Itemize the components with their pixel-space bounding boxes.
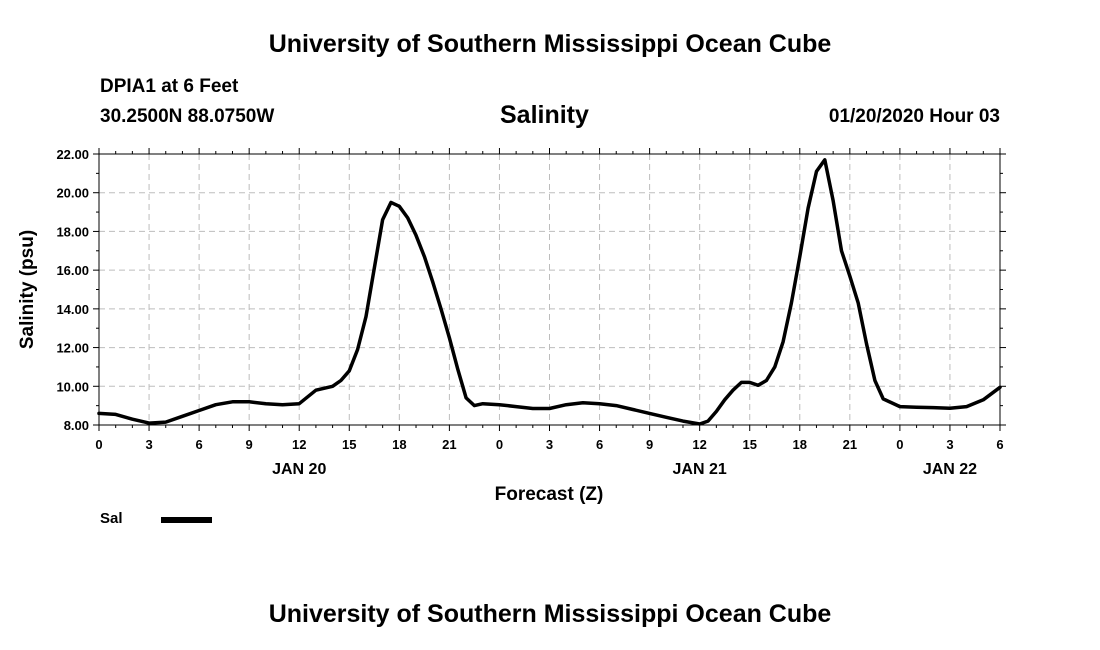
axes: 8.00 10.00 12.00 14.00 16.00 18.00 20.00 22.00 0… bbox=[17, 147, 1006, 505]
forecast-datetime: 01/20/2020 Hour 03 bbox=[828, 106, 1000, 127]
footer-title: University of Southern Mississippi Ocean… bbox=[268, 600, 832, 628]
x-tick-label: 6 bbox=[996, 437, 1003, 452]
series-line-sal bbox=[97, 158, 1002, 426]
x-tick-label: 15 bbox=[742, 437, 756, 452]
legend-line-swatch bbox=[161, 517, 212, 523]
x-tick-label: 18 bbox=[392, 437, 406, 452]
x-tick-label: 12 bbox=[292, 437, 306, 452]
x-tick-label: 21 bbox=[843, 437, 857, 452]
x-tick-label: 6 bbox=[596, 437, 603, 452]
y-tick-label: 16.00 bbox=[56, 263, 89, 278]
x-tick-label: 6 bbox=[195, 437, 202, 452]
x-tick-label: 18 bbox=[793, 437, 807, 452]
y-tick-label: 10.00 bbox=[56, 379, 89, 394]
chart-title: Salinity bbox=[500, 101, 589, 129]
chart-super-title: University of Southern Mississippi Ocean… bbox=[268, 30, 832, 58]
x-axis-title: Forecast (Z) bbox=[495, 484, 604, 505]
y-tick-label: 12.00 bbox=[56, 341, 89, 356]
grid-lines bbox=[99, 154, 1000, 425]
y-axis-title: Salinity (psu) bbox=[17, 230, 38, 349]
x-tick-label: 15 bbox=[342, 437, 356, 452]
x-day-label: JAN 20 bbox=[272, 461, 326, 478]
x-tick-label: 12 bbox=[692, 437, 706, 452]
x-tick-label: 21 bbox=[442, 437, 456, 452]
coordinates-label: 30.2500N 88.0750W bbox=[100, 106, 275, 127]
x-tick-label: 0 bbox=[896, 437, 903, 452]
legend-label: Sal bbox=[100, 510, 123, 527]
y-tick-label: 8.00 bbox=[64, 418, 89, 433]
series-layer bbox=[97, 158, 1002, 426]
x-tick-label: 0 bbox=[496, 437, 503, 452]
station-label: DPIA1 at 6 Feet bbox=[100, 76, 239, 97]
x-tick-label: 3 bbox=[546, 437, 553, 452]
x-day-label: JAN 21 bbox=[673, 461, 727, 478]
y-tick-label: 18.00 bbox=[56, 224, 89, 239]
y-tick-label: 20.00 bbox=[56, 186, 89, 201]
x-tick-label: 9 bbox=[646, 437, 653, 452]
x-day-label: JAN 22 bbox=[923, 461, 977, 478]
x-tick-label: 3 bbox=[946, 437, 953, 452]
y-tick-label: 14.00 bbox=[56, 302, 89, 317]
x-tick-label: 3 bbox=[145, 437, 152, 452]
x-tick-label: 9 bbox=[246, 437, 253, 452]
y-tick-label: 22.00 bbox=[56, 147, 89, 162]
x-tick-label: 0 bbox=[95, 437, 102, 452]
